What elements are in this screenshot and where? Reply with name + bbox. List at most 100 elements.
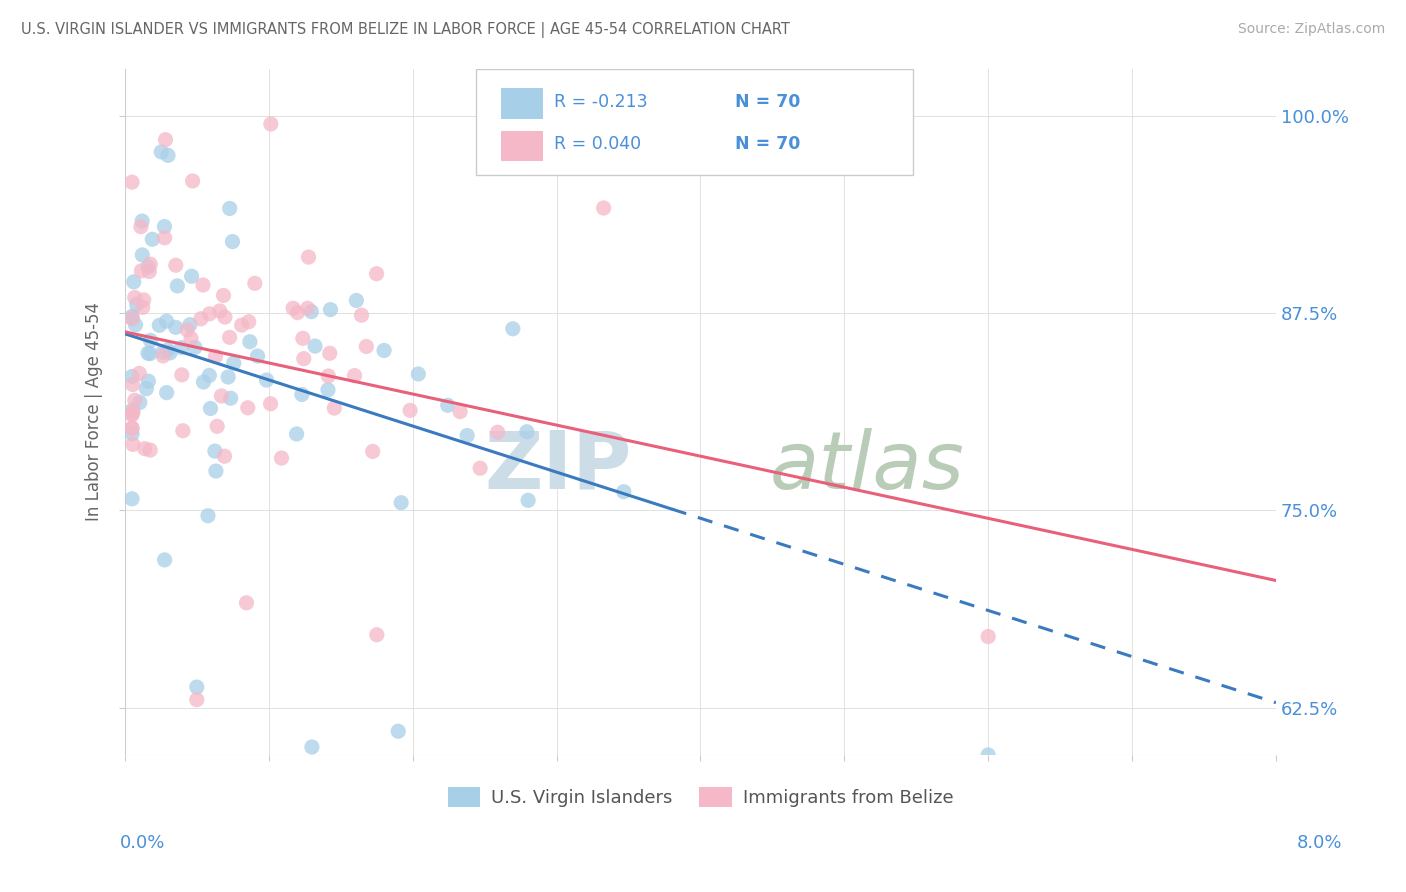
Point [121, 403, 143, 417]
Point [468, 461, 491, 475]
Point [121, 377, 143, 392]
Point [121, 369, 143, 384]
FancyBboxPatch shape [475, 69, 914, 175]
Point [238, 315, 260, 329]
Point [389, 496, 412, 510]
Point [260, 117, 283, 131]
Point [221, 235, 243, 249]
Point [292, 351, 315, 366]
Point [366, 267, 388, 281]
Point [124, 393, 146, 408]
FancyBboxPatch shape [502, 88, 543, 119]
Point [128, 395, 150, 409]
Text: atlas: atlas [769, 427, 965, 506]
Point [172, 424, 194, 438]
Point [138, 374, 160, 388]
Point [560, 148, 582, 162]
Text: R = -0.213: R = -0.213 [554, 93, 648, 111]
Point [361, 444, 384, 458]
Point [180, 269, 202, 284]
Point [214, 310, 236, 324]
Text: ZIP: ZIP [484, 427, 631, 506]
Point [977, 630, 1000, 644]
Point [184, 341, 207, 355]
Point [129, 219, 152, 234]
Point [323, 401, 346, 415]
Point [517, 493, 540, 508]
Point [122, 405, 145, 419]
Point [200, 401, 222, 416]
Point [165, 320, 187, 334]
Point [121, 311, 143, 326]
Point [131, 248, 153, 262]
Point [214, 449, 236, 463]
Point [259, 397, 281, 411]
Point [121, 421, 143, 435]
Point [139, 346, 162, 360]
Point [136, 260, 159, 274]
Point [124, 318, 146, 332]
Point [270, 451, 292, 466]
Point [139, 257, 162, 271]
Point [121, 310, 143, 324]
Point [236, 401, 259, 415]
Text: 0.0%: 0.0% [120, 834, 165, 852]
Point [291, 331, 314, 345]
Point [155, 314, 177, 328]
Point [125, 297, 148, 311]
Point [387, 724, 409, 739]
Point [486, 425, 509, 440]
Point [121, 408, 143, 422]
Point [198, 307, 221, 321]
Point [350, 308, 373, 322]
Point [316, 383, 339, 397]
Point [285, 427, 308, 442]
Point [132, 301, 155, 315]
Point [373, 343, 395, 358]
Point [186, 692, 208, 706]
Point [135, 382, 157, 396]
Point [155, 133, 177, 147]
Point [153, 231, 176, 245]
Point [204, 444, 226, 458]
Point [193, 375, 215, 389]
Point [141, 232, 163, 246]
Point [121, 491, 143, 506]
Point [121, 426, 143, 441]
Point [128, 367, 150, 381]
Point [291, 387, 314, 401]
Point [159, 346, 181, 360]
Point [436, 398, 458, 412]
Point [366, 628, 388, 642]
Point [121, 407, 143, 421]
Text: N = 70: N = 70 [735, 136, 800, 153]
Point [502, 322, 524, 336]
Point [124, 291, 146, 305]
Point [219, 391, 242, 405]
Point [343, 368, 366, 383]
Point [121, 311, 143, 326]
Point [156, 385, 179, 400]
Point [344, 293, 367, 308]
Point [299, 304, 322, 318]
Point [138, 264, 160, 278]
Point [181, 174, 204, 188]
Point [399, 403, 422, 417]
Point [408, 367, 430, 381]
Point [190, 311, 212, 326]
Text: U.S. VIRGIN ISLANDER VS IMMIGRANTS FROM BELIZE IN LABOR FORCE | AGE 45-54 CORREL: U.S. VIRGIN ISLANDER VS IMMIGRANTS FROM … [21, 22, 790, 38]
Point [139, 334, 162, 348]
Point [204, 350, 226, 364]
Point [121, 421, 143, 435]
Point [205, 419, 228, 434]
Point [150, 145, 173, 159]
Point [136, 346, 159, 360]
Point [281, 301, 304, 316]
Point [152, 345, 174, 359]
Point [217, 370, 239, 384]
Y-axis label: In Labor Force | Age 45-54: In Labor Force | Age 45-54 [86, 302, 103, 521]
Point [179, 318, 201, 332]
Point [180, 331, 202, 345]
Point [235, 596, 257, 610]
Point [246, 349, 269, 363]
